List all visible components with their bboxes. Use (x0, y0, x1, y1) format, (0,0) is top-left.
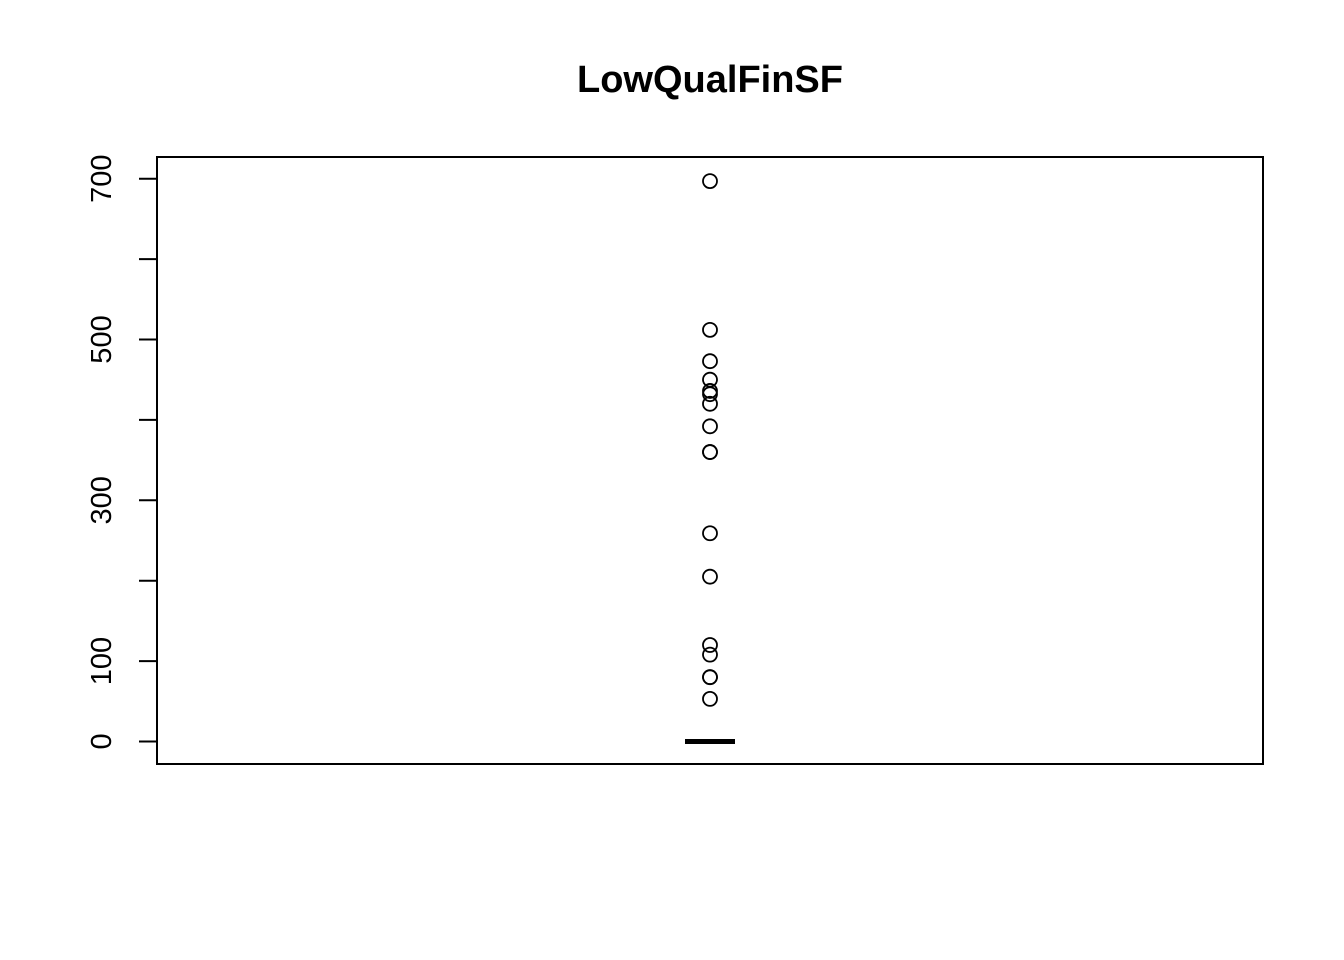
outlier-point (702, 418, 718, 435)
outlier-point (702, 669, 718, 686)
outlier-point (702, 173, 718, 190)
y-tick-label: 300 (86, 476, 118, 524)
outlier-point (702, 646, 718, 663)
outlier-point (702, 568, 718, 585)
outlier-point (702, 386, 718, 403)
outlier-points (702, 173, 718, 707)
y-tick-label: 500 (86, 315, 118, 363)
y-tick-label: 100 (86, 637, 118, 685)
outlier-point (702, 690, 718, 707)
outlier-point (702, 637, 718, 653)
outlier-point (702, 353, 718, 370)
plot-frame (156, 156, 1264, 765)
chart-title: LowQualFinSF (577, 59, 843, 101)
y-axis: 0 100 300 500 700 (86, 155, 158, 750)
outlier-point (702, 321, 718, 338)
outlier-point (702, 444, 718, 460)
outlier-point (702, 525, 718, 542)
outlier-point (702, 395, 718, 412)
y-tick-label: 0 (86, 733, 118, 749)
y-tick-label: 700 (86, 155, 118, 203)
